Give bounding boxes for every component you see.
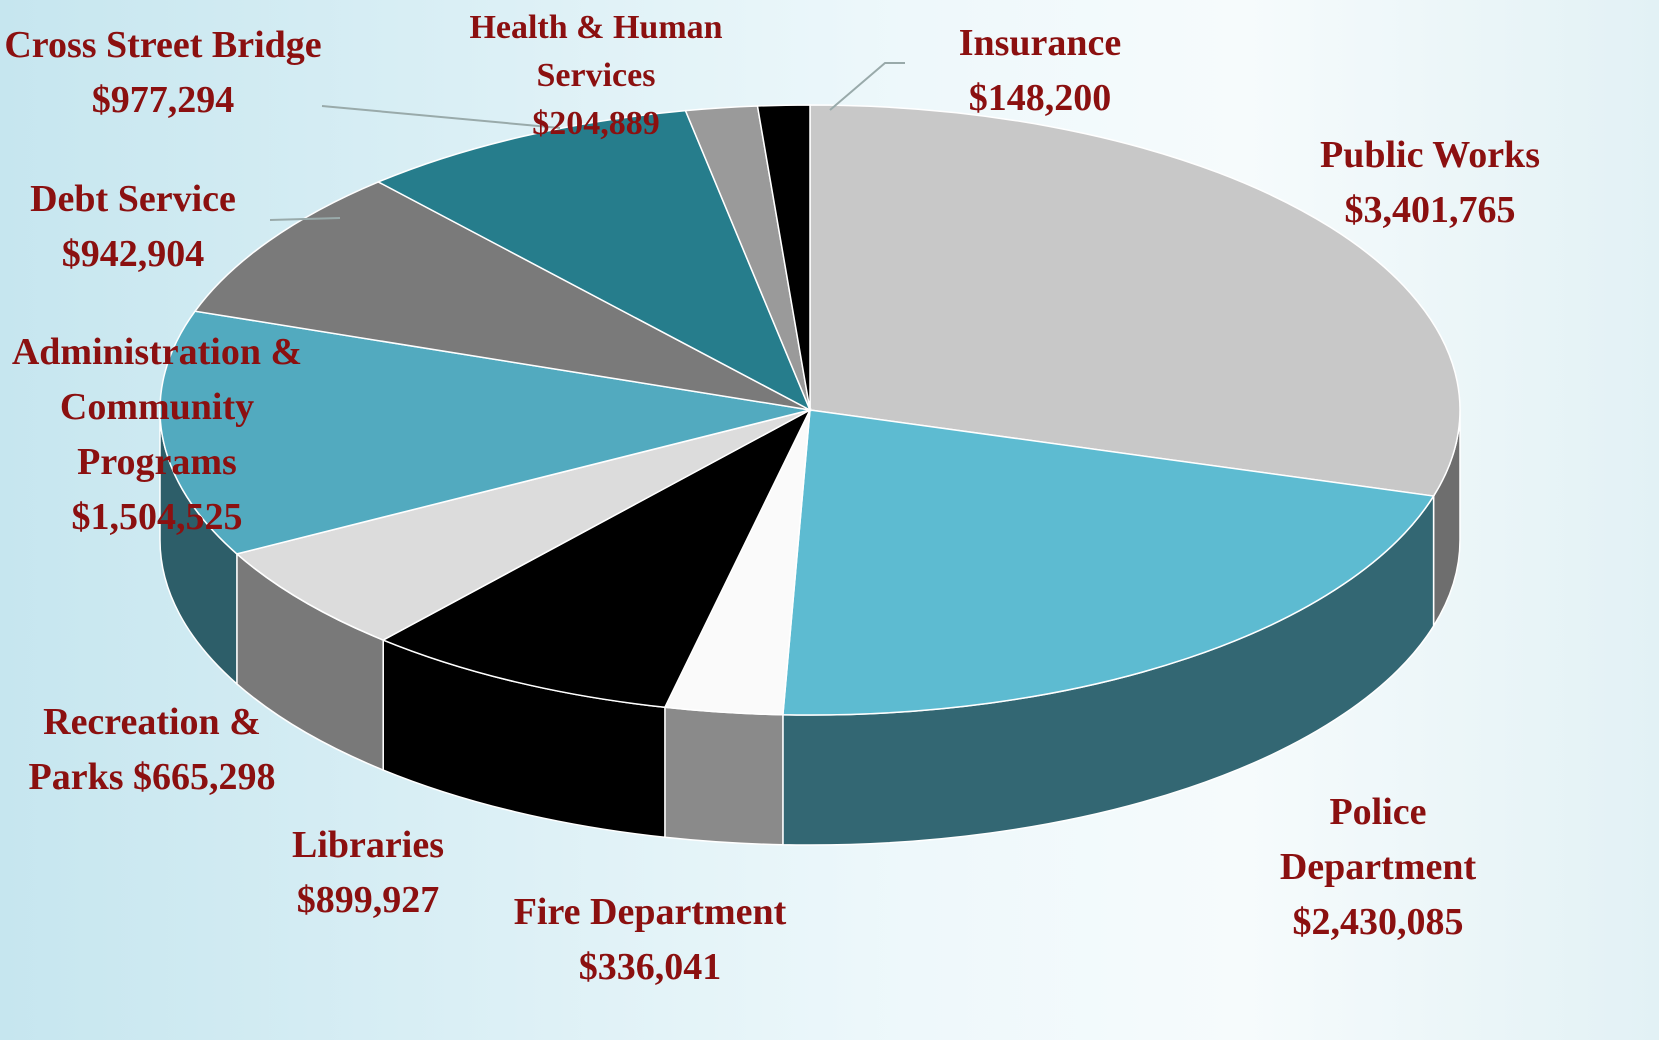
category-name: Libraries xyxy=(292,824,444,866)
slice xyxy=(381,408,812,709)
slice xyxy=(756,104,811,411)
category-name: Administration & Community Programs xyxy=(11,331,303,483)
slice-label: Public Works $3,401,765 xyxy=(1285,128,1575,238)
leader-line xyxy=(829,62,905,111)
category-name: Recreation & Parks xyxy=(28,701,261,798)
slice xyxy=(193,181,811,411)
value-label: $977,294 xyxy=(91,79,235,121)
value-label: $1,504,525 xyxy=(71,496,243,538)
value-label: $3,401,765 xyxy=(1344,189,1516,231)
spacer xyxy=(124,756,134,798)
slice-label: Insurance $148,200 xyxy=(915,16,1165,126)
slice-label: Administration & Community Programs $1,5… xyxy=(7,325,307,545)
slice xyxy=(159,310,811,555)
value-label: $204,889 xyxy=(532,105,660,142)
value-label: $899,927 xyxy=(296,879,440,921)
slice-label: Health & Human Services $204,889 xyxy=(446,4,746,148)
value-label: $336,041 xyxy=(578,946,722,988)
slice-label: Cross Street Bridge $977,294 xyxy=(3,18,323,128)
value-label: $665,298 xyxy=(133,756,276,798)
category-name: Debt Service xyxy=(30,178,236,220)
slice-label: Libraries $899,927 xyxy=(258,818,478,928)
value-label: $2,430,085 xyxy=(1292,901,1464,943)
slice xyxy=(782,409,1435,716)
category-name: Insurance xyxy=(958,22,1122,64)
leader-line xyxy=(321,105,561,129)
value-label: $148,200 xyxy=(968,77,1112,119)
leader-line xyxy=(269,217,341,221)
slice xyxy=(376,109,812,412)
tops xyxy=(159,104,1461,716)
slice-label: Recreation & Parks $665,298 xyxy=(2,695,302,805)
slice-label: Debt Service $942,904 xyxy=(3,172,263,282)
slice xyxy=(235,409,811,641)
walls xyxy=(159,409,1461,846)
category-name: Fire Department xyxy=(513,891,787,933)
category-name: Cross Street Bridge xyxy=(4,24,322,66)
slice-side xyxy=(664,706,784,846)
value-label: $942,904 xyxy=(61,233,205,275)
category-name: Health & Human Services xyxy=(469,9,723,94)
slice-label: Police Department $2,430,085 xyxy=(1238,785,1518,950)
slice xyxy=(809,104,1461,497)
category-name: Police Department xyxy=(1279,791,1477,888)
slice-label: Fire Department $336,041 xyxy=(480,885,820,995)
category-name: Public Works xyxy=(1320,134,1540,176)
